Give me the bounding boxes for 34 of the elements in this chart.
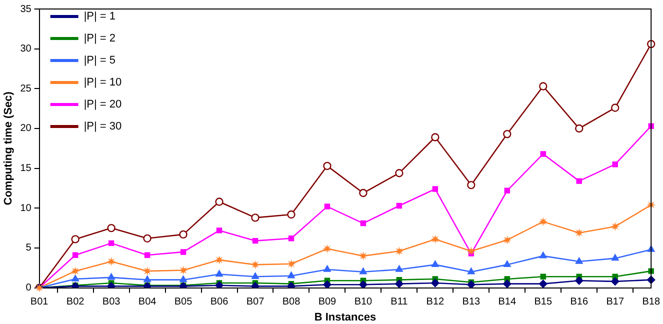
y-tick-label: 20 [20, 123, 32, 134]
x-tick-label: B13 [462, 296, 480, 308]
x-tick-label: B10 [354, 296, 373, 308]
x-tick-label: B08 [282, 296, 301, 308]
y-tick-label: 5 [26, 242, 32, 254]
x-tick-label: B14 [498, 296, 516, 308]
x-tick-label: B06 [210, 296, 229, 308]
y-tick-label: 35 [20, 4, 32, 15]
x-tick-label: B09 [318, 296, 337, 308]
y-tick-label: 25 [20, 83, 32, 94]
x-tick-label: B05 [174, 296, 193, 308]
x-tick-label: B02 [66, 296, 85, 308]
x-tick-label: B12 [426, 296, 445, 308]
y-tick-label: 10 [20, 202, 32, 214]
y-axis-title: Computing time (Sec) [2, 91, 15, 206]
x-tick-label: B03 [102, 296, 121, 308]
legend-label: |P| = 30 [84, 120, 122, 133]
x-tick-label: B11 [390, 296, 408, 308]
y-tick-label: 0 [26, 282, 32, 294]
legend-label: |P| = 20 [84, 98, 122, 111]
x-tick-label: B17 [606, 296, 624, 308]
x-tick-label: B04 [138, 296, 157, 308]
legend-label: |P| = 5 [84, 54, 116, 67]
y-tick-label: 30 [20, 44, 32, 55]
legend-label: |P| = 2 [84, 32, 116, 45]
y-tick-label: 15 [20, 163, 32, 174]
x-tick-label: B15 [534, 296, 552, 308]
legend-label: |P| = 1 [84, 10, 116, 23]
x-tick-label: B18 [642, 296, 660, 308]
x-tick-label: B16 [570, 296, 588, 308]
x-axis-title: B Instances [314, 311, 376, 324]
x-tick-label: B07 [246, 296, 265, 308]
x-tick-label: B01 [30, 296, 49, 308]
legend-label: |P| = 10 [84, 76, 122, 89]
